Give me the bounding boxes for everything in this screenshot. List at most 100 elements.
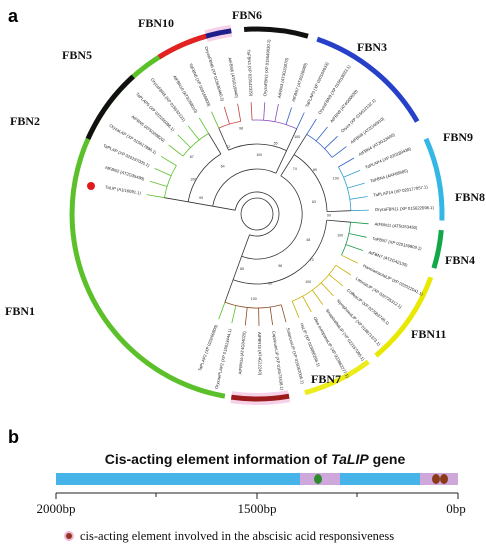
internal-arc (164, 165, 177, 198)
bootstrap-value: 99 (199, 196, 203, 200)
leaf-label: NymphaeaLIP (XP 018871373.1) (336, 298, 382, 347)
bootstrap-value: 48 (306, 238, 310, 242)
clade-label-fbn7: FBN7 (311, 372, 341, 386)
radial-branch (164, 197, 189, 203)
terminal-branch (263, 102, 266, 121)
tick-label-1500bp: 1500bp (238, 501, 277, 516)
leaf-label: HarmiamaulaLIP (XP 022022041.1) (362, 263, 424, 297)
terminal-branch (280, 304, 287, 323)
terminal-branch (349, 196, 368, 200)
leaf-label: AtFBN11 (AT5G53450) (374, 221, 418, 230)
radial-branch (218, 127, 229, 151)
radial-branch (224, 279, 234, 303)
bootstrap-value: 64 (221, 164, 225, 168)
clade-arc-fbn6 (243, 26, 309, 39)
internal-arc (241, 175, 303, 260)
internal-arc (252, 119, 297, 130)
radial-branch (232, 256, 242, 280)
leaf-label: AtFBN2 (AT2G35490) (104, 165, 145, 182)
internal-arc (224, 301, 282, 309)
bootstrap-value: 73 (310, 258, 314, 262)
terminal-branch (274, 104, 279, 122)
clade-arc-fbn2 (85, 74, 135, 140)
root-ring (240, 197, 274, 231)
terminal-branch (244, 307, 248, 326)
leaf-label: TaFBN7 (XP 020159809.1) (372, 236, 423, 251)
terminal-branch (347, 182, 365, 189)
bootstrap-value: 100 (333, 177, 339, 181)
legend-text: cis-acting element involved in the absci… (80, 529, 394, 543)
bootstrap-values: 99 100 87 64 72 98 100 55 100 74 89 100 63 99 100 48 73 1… (190, 127, 343, 301)
terminal-branch (177, 134, 191, 148)
terminal-branch (160, 155, 177, 166)
leaf-label: AtFBN1a (AT4G04020) (237, 331, 247, 375)
bootstrap-value: 89 (313, 168, 317, 172)
terminal-branch (302, 296, 312, 313)
bootstrap-value: 63 (312, 200, 316, 204)
terminal-branch (350, 221, 369, 225)
clade-label-fbn9: FBN9 (443, 130, 473, 144)
internal-arc (292, 264, 337, 302)
internal-arc (218, 121, 241, 129)
clade-arcs (69, 24, 445, 405)
terminal-branch (250, 102, 253, 121)
leaf-label: TaFBN4 (AAF68585) (370, 168, 409, 184)
internal-arc (228, 143, 287, 151)
internal-arc (338, 166, 352, 211)
terminal-branch (324, 135, 338, 149)
terminal-branch (168, 144, 184, 157)
bootstrap-value: 100 (294, 135, 300, 139)
cis-element-green (314, 474, 322, 484)
terminal-branch (343, 169, 361, 178)
radial-branch (275, 150, 287, 174)
bootstrap-value: 99 (327, 214, 331, 218)
leaf-label: TaPLAP2 (XP 020200800) (197, 323, 219, 371)
internal-arc (306, 133, 333, 158)
leaf-label: OryzaePLAP2 (XP 015613444.1) (214, 328, 233, 390)
cis-element-aba-1 (432, 474, 440, 484)
clade-arc-fbn3 (316, 36, 420, 123)
clade-label-fbn10: FBN10 (138, 16, 174, 30)
bootstrap-value: 87 (190, 155, 194, 159)
leaf-label: AtFBN1b (AT4G22240) (257, 332, 263, 376)
clade-arc-fbn9 (423, 137, 445, 221)
terminal-branch (285, 107, 292, 125)
legend-marker (66, 533, 72, 539)
leaf-label: SinapisalbaLIP (XP 022157095.1) (325, 308, 366, 362)
terminal-branch (146, 194, 165, 199)
talip-marker-dot (87, 182, 95, 190)
clade-arc-fbn11 (304, 359, 370, 396)
leaf-label: OryzaFBN11 (XP 015622698.1) (375, 205, 435, 212)
radial-branch (326, 210, 351, 212)
leaf-label: OryzaFBN3 (XP 015649030.1) (262, 39, 271, 97)
bootstrap-value: 85 (240, 267, 244, 271)
leaf-label: AtFBN7 (AT2G42130) (368, 250, 409, 268)
terminal-branch (311, 289, 324, 305)
leaf-labels: TaLIP (A1I16091.1) AtFBN2 (AT2G35490) TaPL… (103, 39, 435, 391)
panel-a-label: a (8, 6, 19, 26)
clade-label-fbn4: FBN4 (445, 253, 475, 267)
internal-arc (212, 168, 277, 207)
bootstrap-value: 100 (190, 177, 196, 181)
panel-b-label: b (8, 427, 19, 447)
terminal-branch (223, 106, 230, 125)
tree-branches (146, 102, 369, 327)
leaf-label: Olea europaeaLIP (XP 022862277.1) (312, 316, 350, 379)
radial-branch (280, 154, 295, 177)
clade-label-fbn5: FBN5 (62, 48, 92, 62)
internal-arc (234, 191, 280, 237)
terminal-branch (231, 305, 237, 324)
terminal-branch (218, 302, 226, 320)
radial-branch (188, 201, 213, 207)
bootstrap-value: 100 (305, 280, 311, 284)
terminal-branch (237, 103, 242, 122)
terminal-branch (198, 117, 209, 134)
bootstrap-value: 62 (268, 282, 272, 286)
clade-label-fbn8: FBN8 (455, 190, 485, 204)
radial-branch (241, 234, 250, 257)
clade-arc-fbn1 (69, 35, 226, 399)
bootstrap-value: 98 (278, 264, 282, 268)
bootstrap-value: 55 (274, 142, 278, 146)
leaf-label: AtFBN6 (AT5G19940) (227, 57, 239, 99)
